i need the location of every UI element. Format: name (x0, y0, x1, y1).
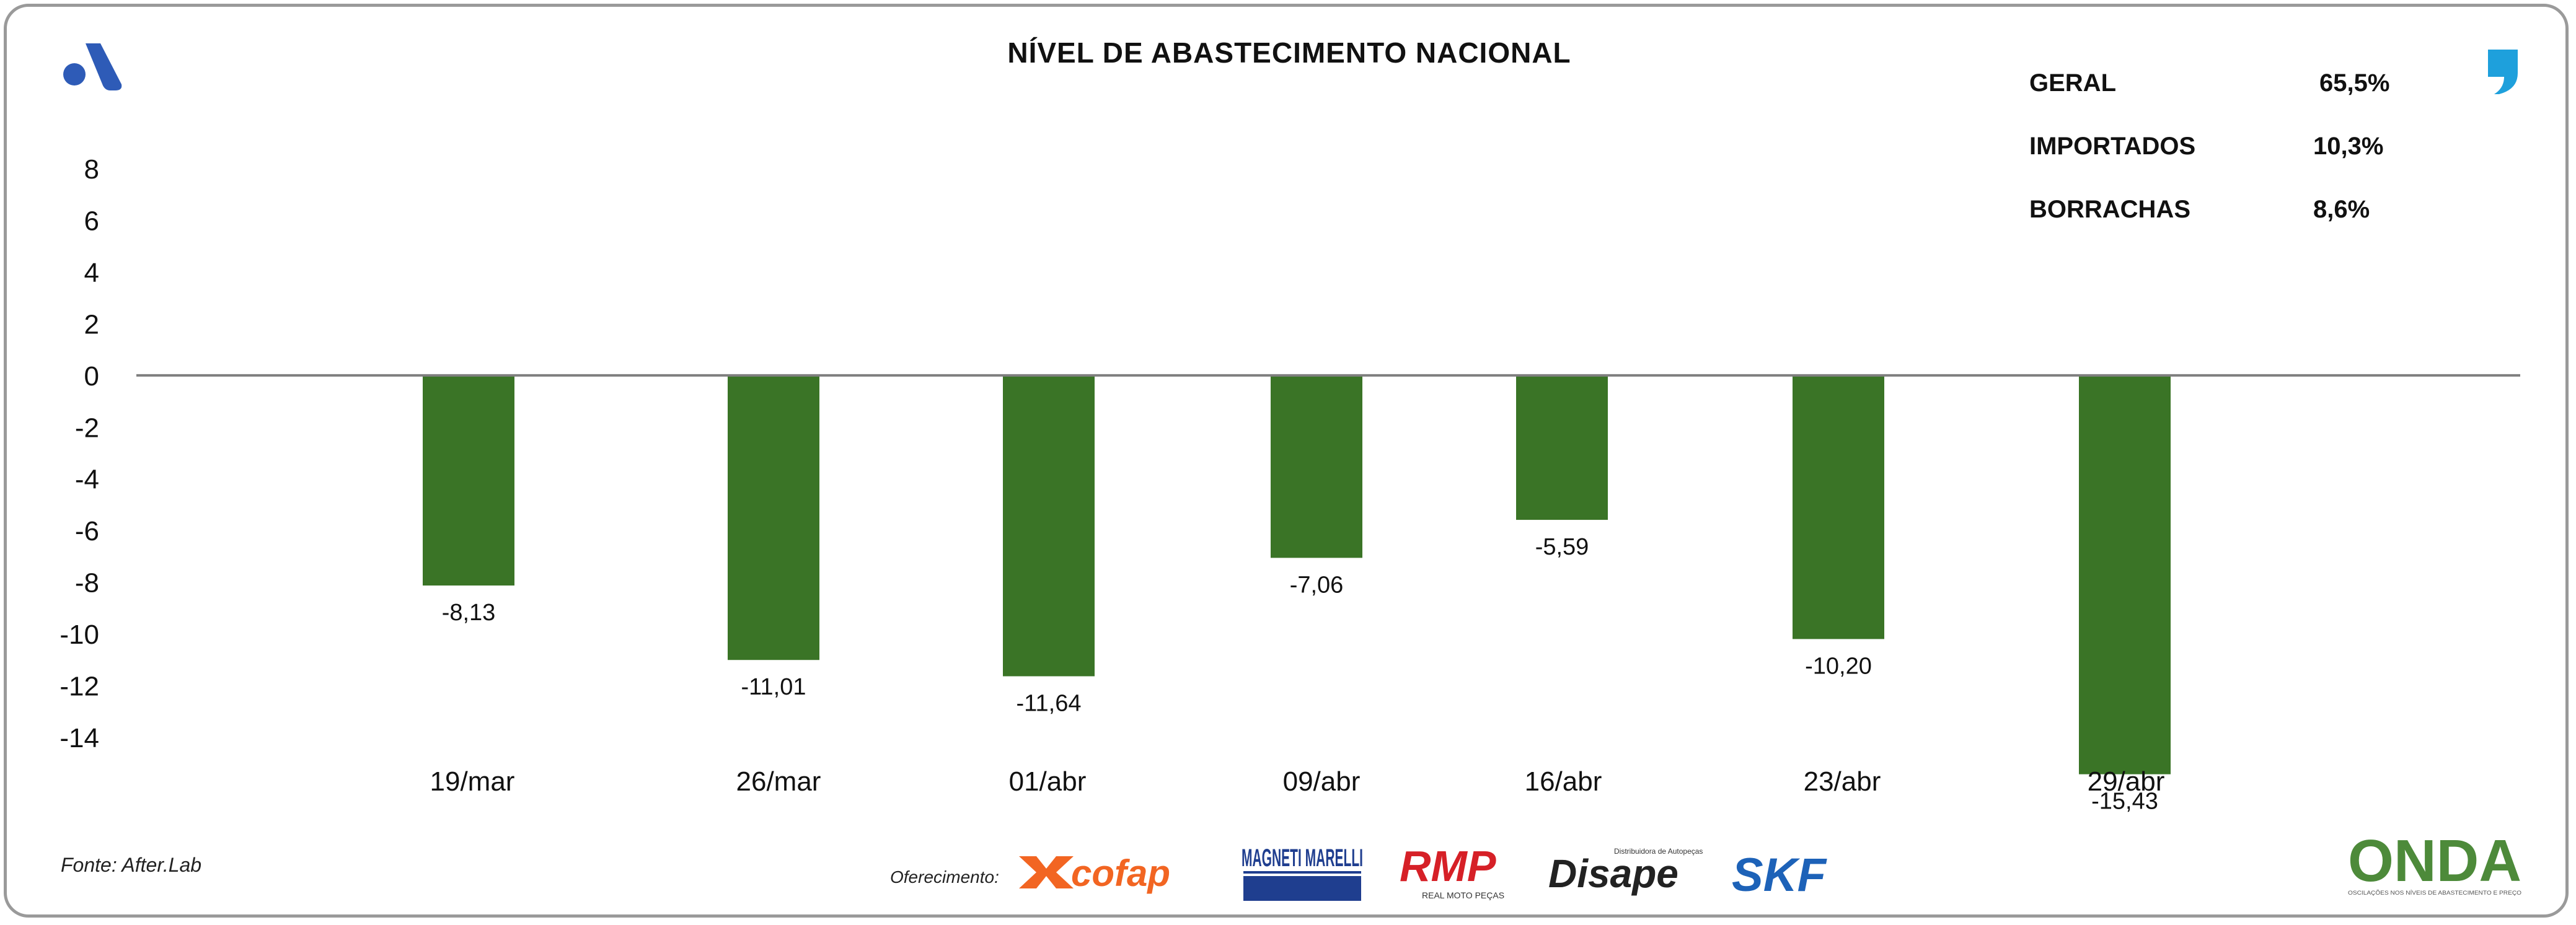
data-label: -7,06 (1290, 572, 1344, 598)
magneti-marelli-logo: MAGNETI MARELLI (1242, 844, 1363, 901)
onda-logo: ONDA OSCILAÇÕES NOS NÍVEIS DE ABASTECIME… (2348, 828, 2521, 896)
data-label: -11,64 (1017, 691, 1082, 717)
data-label: -15,43 (2091, 789, 2158, 815)
x-tick-label: 19/mar (430, 766, 515, 797)
data-label: -5,59 (1535, 534, 1589, 560)
stat-row-importados: IMPORTADOS 10,3% (2029, 133, 2463, 170)
x-tick-label: 16/abr (1525, 766, 1602, 797)
bar (1271, 375, 1362, 558)
y-tick-label: -14 (60, 723, 99, 753)
stat-row-borrachas: BORRACHAS 8,6% (2029, 196, 2463, 233)
stat-label: BORRACHAS (2029, 196, 2190, 223)
disape-text: Disape (1548, 851, 1678, 896)
quote-mark-icon (2488, 50, 2518, 94)
brand-a-logo-icon (63, 43, 122, 90)
rmp-text: RMP (1400, 843, 1496, 890)
y-tick-label: 0 (84, 361, 99, 392)
y-tick-label: -2 (75, 413, 99, 443)
magneti-text: MAGNETI MARELLI (1242, 844, 1363, 872)
stat-value: 10,3% (2313, 133, 2384, 160)
bar (423, 375, 514, 586)
y-tick-label: -4 (75, 465, 99, 495)
y-tick-label: 4 (84, 258, 99, 288)
source-note: Fonte: After.Lab (61, 854, 202, 876)
x-tick-label: 26/mar (736, 766, 821, 797)
y-tick-label: -6 (75, 516, 99, 546)
cofap-logo: cofap (1019, 853, 1170, 894)
disape-subtext: Distribuidora de Autopeças (1614, 847, 1703, 856)
rmp-subtext: REAL MOTO PEÇAS (1422, 890, 1504, 900)
stat-row-geral: GERAL 65,5% (2029, 69, 2463, 107)
bar (1516, 375, 1608, 520)
bar (728, 375, 819, 660)
bar (1793, 375, 1884, 639)
rmp-logo: RMP REAL MOTO PEÇAS (1400, 843, 1504, 900)
skf-text: SKF (1732, 849, 1828, 901)
x-tick-label: 01/abr (1009, 766, 1087, 797)
stat-label: IMPORTADOS (2029, 133, 2196, 160)
cofap-text: cofap (1071, 853, 1170, 894)
data-label: -10,20 (1805, 653, 1872, 679)
y-tick-label: -12 (60, 672, 99, 702)
bar (1003, 375, 1095, 677)
y-tick-label: -8 (75, 568, 99, 598)
y-tick-label: 2 (84, 309, 99, 340)
chart-title: NÍVEL DE ABASTECIMENTO NACIONAL (1007, 37, 1571, 69)
data-label: -8,13 (442, 600, 496, 626)
bar (2079, 375, 2171, 774)
stat-label: GERAL (2029, 69, 2116, 97)
x-tick-label: 29/abr (2088, 766, 2165, 797)
onda-text: ONDA (2348, 828, 2521, 894)
x-tick-label: 23/abr (1804, 766, 1881, 797)
stat-value: 65,5% (2319, 69, 2390, 97)
sponsor-label: Oferecimento: (890, 867, 999, 887)
data-label: -11,01 (741, 674, 806, 700)
x-tick-label: 09/abr (1283, 766, 1361, 797)
skf-logo: SKF (1732, 849, 1828, 901)
y-tick-label: 6 (84, 206, 99, 236)
y-tick-label: -10 (60, 620, 99, 650)
y-tick-label: 8 (84, 154, 99, 185)
disape-logo: Distribuidora de Autopeças Disape (1548, 847, 1703, 896)
onda-tagline: OSCILAÇÕES NOS NÍVEIS DE ABASTECIMENTO E… (2348, 890, 2521, 896)
stat-value: 8,6% (2313, 196, 2370, 223)
